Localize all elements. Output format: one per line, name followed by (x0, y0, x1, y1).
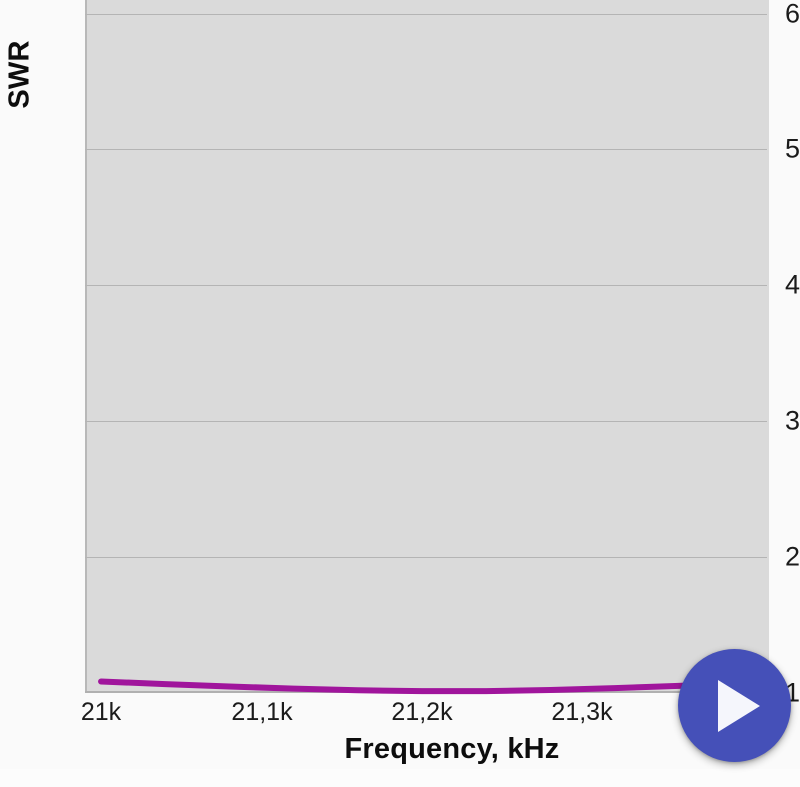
y-tick-label: 3 (784, 405, 800, 436)
y-tick-label: 5 (784, 133, 800, 164)
gridline-y (85, 14, 767, 15)
play-icon (718, 679, 760, 732)
x-tick-label: 21,1k (231, 698, 293, 726)
y-tick-label: 4 (784, 269, 800, 300)
play-fab-button[interactable] (678, 649, 791, 762)
series-layer (98, 678, 746, 695)
y-tick-label: 2 (784, 541, 800, 572)
y-axis-title: SWR (3, 40, 36, 109)
plot-area (85, 0, 769, 693)
bottom-edge-band (0, 769, 800, 787)
x-tick-label: 21k (80, 698, 122, 726)
x-tick-label: 21,3k (551, 698, 613, 726)
gridline-y (85, 557, 767, 558)
gridline-y (85, 285, 767, 286)
gridline-y (85, 421, 767, 422)
x-axis-title-text: Frequency, kHz (344, 733, 560, 765)
x-tick-label: 21,2k (391, 698, 453, 726)
y-tick-label: 6 (784, 0, 800, 29)
x-axis-title: Frequency, kHz (0, 733, 800, 766)
gridline-y (85, 149, 767, 150)
series-line (98, 678, 746, 695)
